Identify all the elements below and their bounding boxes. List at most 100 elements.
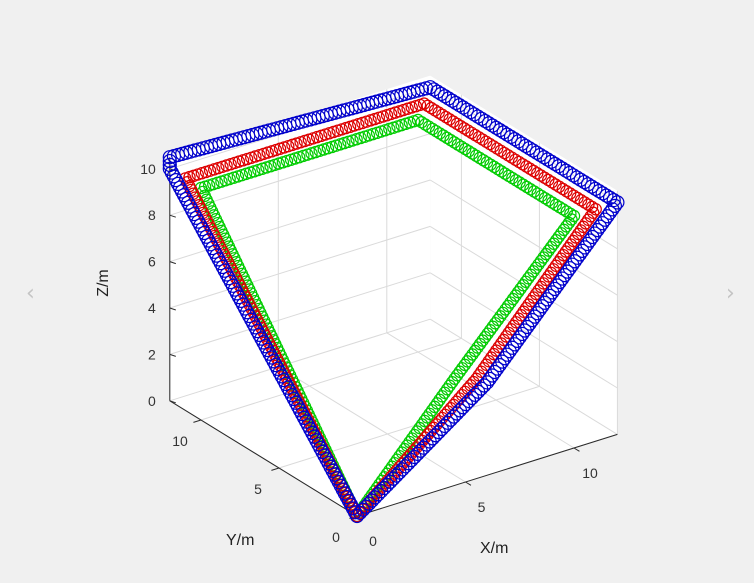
marker-point (522, 141, 537, 156)
marker-point (503, 129, 519, 144)
marker-point (203, 237, 218, 252)
marker-point (494, 144, 507, 157)
marker-point (172, 180, 188, 195)
marker-point (498, 146, 511, 160)
marker-point (466, 147, 479, 160)
x-tick-label: 0 (369, 533, 377, 549)
y-tick-mark (193, 419, 202, 423)
marker-point (235, 297, 251, 312)
marker-point (221, 271, 236, 286)
marker-point (454, 119, 467, 133)
marker-point (280, 380, 295, 395)
z-tick-mark (169, 307, 176, 311)
marker-point (183, 199, 198, 214)
marker-point (444, 133, 457, 147)
marker-point (501, 149, 515, 162)
marker-point (509, 174, 523, 187)
marker-point (278, 376, 293, 392)
marker-point (538, 191, 552, 205)
marker-point (176, 188, 192, 203)
marker-point (495, 165, 508, 178)
marker-point (578, 196, 591, 209)
marker-point (540, 152, 555, 167)
marker-point (440, 131, 454, 145)
marker-point (425, 101, 438, 115)
marker-point (215, 259, 230, 275)
marker-point (498, 167, 512, 180)
marker-point (181, 195, 196, 210)
marker-point (422, 120, 436, 133)
marker-point (290, 399, 306, 414)
marker-point (562, 165, 577, 181)
marker-point (426, 122, 439, 136)
marker-point (211, 252, 226, 267)
marker-point (456, 100, 471, 115)
marker-point (447, 115, 460, 128)
y-tick-label: 0 (332, 529, 340, 545)
marker-point (527, 164, 540, 178)
marker-point (240, 305, 255, 320)
marker-point (333, 478, 348, 493)
marker-point (417, 97, 431, 110)
marker-point (558, 163, 574, 178)
marker-point (553, 200, 566, 214)
marker-point (533, 147, 548, 163)
marker-point (458, 142, 472, 156)
marker-point (448, 136, 461, 149)
marker-point (506, 171, 519, 185)
marker-point (516, 158, 529, 171)
marker-point (567, 189, 580, 202)
marker-point (527, 185, 541, 198)
marker-point (164, 165, 179, 180)
marker-point (429, 124, 443, 138)
z-tick-label: 4 (148, 300, 156, 316)
marker-point (455, 140, 468, 153)
marker-point (317, 448, 332, 463)
marker-point (168, 173, 184, 188)
marker-point (272, 365, 287, 380)
marker-point (544, 154, 559, 169)
marker-point (437, 89, 452, 104)
marker-point (335, 482, 350, 497)
marker-point (545, 176, 559, 189)
marker-point (415, 116, 428, 129)
marker-point (250, 323, 265, 339)
marker-point (443, 113, 456, 126)
marker-point (270, 361, 285, 376)
next-arrow-icon[interactable]: › (726, 281, 735, 306)
marker-point (268, 357, 283, 373)
marker-point (217, 263, 232, 278)
marker-point (233, 293, 249, 308)
marker-point (505, 151, 518, 164)
y-tick-label: 5 (254, 481, 262, 497)
marker-point (319, 452, 334, 467)
marker-point (286, 391, 302, 407)
z-tick-mark (169, 400, 176, 404)
marker-point (577, 174, 592, 190)
marker-point (174, 184, 190, 199)
marker-point (542, 173, 555, 187)
marker-point (223, 274, 238, 290)
marker-point (299, 414, 314, 429)
previous-arrow-icon[interactable]: ‹ (26, 281, 35, 306)
marker-point (477, 153, 490, 167)
grid-line (169, 179, 431, 263)
grid-line (169, 225, 431, 309)
marker-point (485, 118, 500, 133)
marker-point (434, 86, 449, 102)
marker-point (520, 180, 534, 194)
marker-point (459, 102, 475, 117)
x-tick-label: 10 (582, 465, 598, 481)
z-axis-label: Z/m (95, 269, 112, 297)
marker-point (343, 497, 358, 512)
marker-point (500, 127, 515, 142)
marker-point (585, 200, 599, 214)
x-tick-mark (573, 447, 580, 452)
marker-point (294, 407, 310, 422)
marker-point (347, 505, 363, 520)
marker-point (566, 168, 581, 183)
marker-point (481, 116, 497, 131)
marker-point (480, 156, 494, 169)
marker-point (469, 149, 483, 162)
grid-line (200, 337, 462, 421)
